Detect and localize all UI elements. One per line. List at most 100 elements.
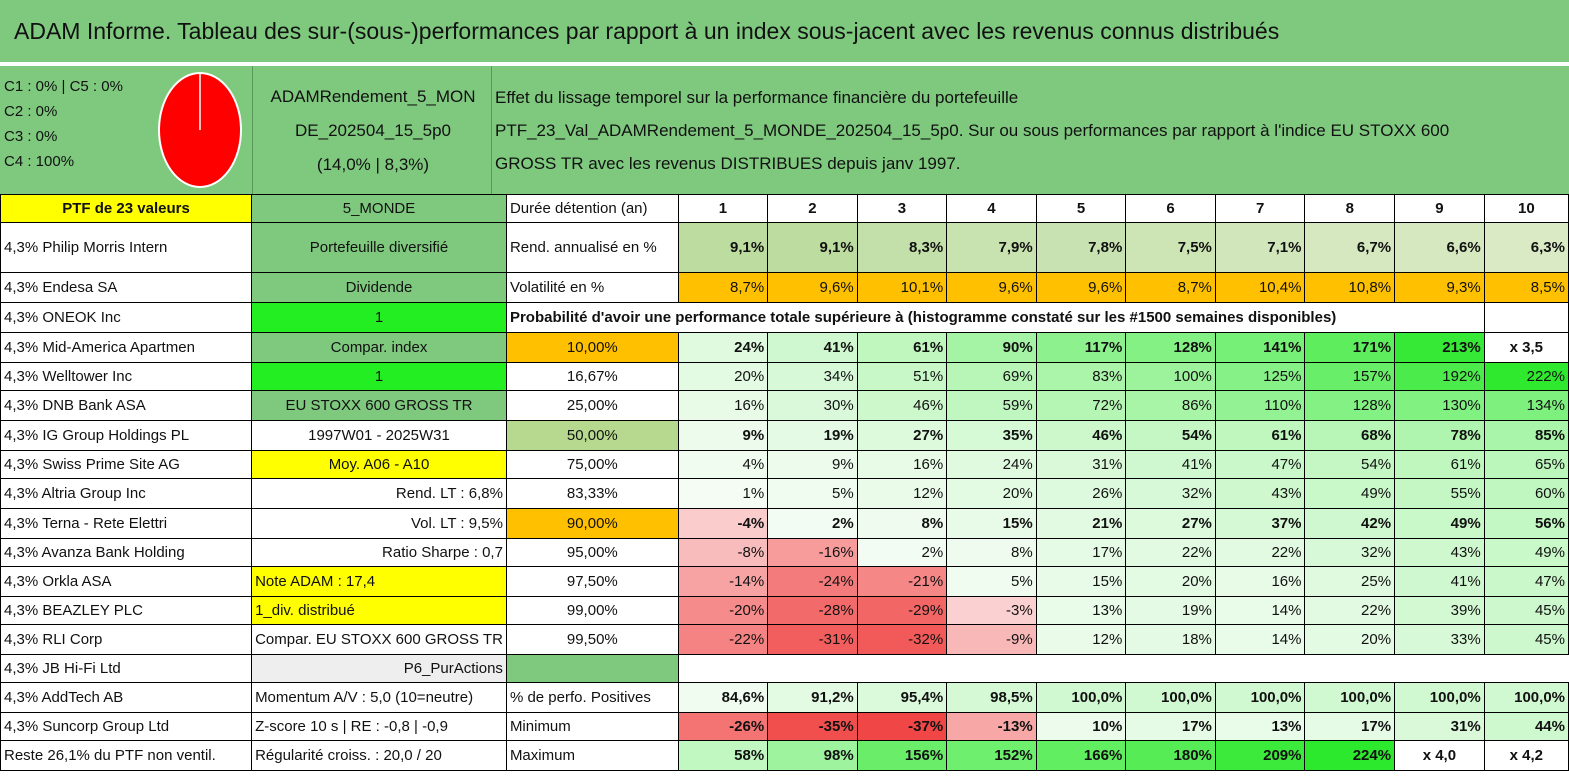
value-cell: 72% <box>1035 390 1127 421</box>
value-cell: 59% <box>946 390 1037 421</box>
value-cell: 85% <box>1483 420 1569 451</box>
value-cell: -31% <box>767 624 858 655</box>
table-row: 4,3% BEAZLEY PLC 1_div. distribué 99,00% -2… <box>0 596 1569 625</box>
value-cell: 26% <box>1035 478 1127 509</box>
value-cell: 16% <box>1214 566 1306 597</box>
value-cell: 5% <box>767 478 858 509</box>
value-cell: -13% <box>946 712 1037 741</box>
value-cell: 17% <box>1125 712 1216 741</box>
value-cell: 68% <box>1304 420 1396 451</box>
holding-cell: Reste 26,1% du PTF non ventil. <box>0 740 253 771</box>
row-label-cell: 10,00% <box>505 332 679 363</box>
table-row: 4,3% Endesa SA Dividende Volatilité en % 8,… <box>0 272 1569 303</box>
description-line: GROSS TR avec les revenus DISTRIBUES dep… <box>495 154 961 173</box>
value-cell: 166% <box>1035 740 1127 771</box>
value-cell: 10,1% <box>856 272 948 303</box>
value-cell: 180% <box>1125 740 1216 771</box>
description-line: Effet du lissage temporel sur la perform… <box>495 88 1019 107</box>
value-cell: 24% <box>677 332 769 363</box>
holding-cell: 4,3% DNB Bank ASA <box>0 390 253 421</box>
row-label-cell: 75,00% <box>505 450 679 479</box>
parameter-cell: Compar. EU STOXX 600 GROSS TR <box>251 624 507 655</box>
value-cell: 98% <box>767 740 858 771</box>
parameter-cell: Ratio Sharpe : 0,7 <box>251 538 507 567</box>
value-cell: 141% <box>1214 332 1306 363</box>
value-cell: 16% <box>677 390 769 421</box>
value-cell: 9,1% <box>677 222 769 273</box>
value-cell: 130% <box>1394 390 1485 421</box>
row-label-cell <box>505 654 679 683</box>
value-cell: x 3,5 <box>1483 332 1569 363</box>
parameter-cell: Portefeuille diversifié <box>251 222 507 273</box>
parameter-cell: Z-score 10 s | RE : -0,8 | -0,9 <box>251 712 507 741</box>
value-cell: 49% <box>1304 478 1396 509</box>
value-cell: 10,4% <box>1214 272 1306 303</box>
value-cell: 100,0% <box>1483 682 1569 713</box>
row-label-cell: 95,00% <box>505 538 679 567</box>
value-cell: 91,2% <box>767 682 858 713</box>
value-cell: 90% <box>946 332 1037 363</box>
value-cell: -35% <box>767 712 858 741</box>
parameter-cell: EU STOXX 600 GROSS TR <box>251 390 507 421</box>
value-cell: -8% <box>677 538 769 567</box>
parameter-cell: 1 <box>251 362 507 391</box>
value-cell: 32% <box>1304 538 1396 567</box>
legend-item: C4 : 100% <box>4 153 75 170</box>
table-row: 4,3% DNB Bank ASA EU STOXX 600 GROSS TR 25… <box>0 390 1569 421</box>
value-cell: 192% <box>1394 362 1485 391</box>
row-label-cell: 99,00% <box>505 596 679 625</box>
duration-header: 6 <box>1125 194 1216 223</box>
holding-cell: PTF de 23 valeurs <box>0 194 253 223</box>
value-cell: 125% <box>1214 362 1306 391</box>
holding-cell: 4,3% Terna - Rete Elettri <box>0 508 253 539</box>
value-cell: 32% <box>1125 478 1216 509</box>
table-row: 4,3% Suncorp Group Ltd Z-score 10 s | RE … <box>0 712 1569 741</box>
value-cell: 100,0% <box>1125 682 1216 713</box>
value-cell: x 4,0 <box>1394 740 1485 771</box>
table-row: 4,3% Swiss Prime Site AG Moy. A06 - A10 75… <box>0 450 1569 479</box>
value-cell: 17% <box>1035 538 1127 567</box>
value-cell: 37% <box>1214 508 1306 539</box>
value-cell: 13% <box>1035 596 1127 625</box>
holding-cell: 4,3% AddTech AB <box>0 682 253 713</box>
value-cell: 209% <box>1214 740 1306 771</box>
value-cell: 47% <box>1214 450 1306 479</box>
row-label-cell: 25,00% <box>505 390 679 421</box>
value-cell: -16% <box>767 538 858 567</box>
value-cell: 10,8% <box>1304 272 1396 303</box>
table-row: 4,3% Mid-America Apartmen Compar. index 10… <box>0 332 1569 363</box>
value-cell: x 4,2 <box>1483 740 1569 771</box>
table-row: 4,3% Altria Group Inc Rend. LT : 6,8% 83,3… <box>0 478 1569 509</box>
value-cell: -37% <box>856 712 948 741</box>
value-cell: 8,7% <box>677 272 769 303</box>
value-cell: 78% <box>1394 420 1485 451</box>
holding-cell: 4,3% Suncorp Group Ltd <box>0 712 253 741</box>
value-cell: 61% <box>856 332 948 363</box>
holding-cell: 4,3% Mid-America Apartmen <box>0 332 253 363</box>
holding-cell: 4,3% RLI Corp <box>0 624 253 655</box>
value-cell: 56% <box>1483 508 1569 539</box>
value-cell: 157% <box>1304 362 1396 391</box>
value-cell: 110% <box>1214 390 1306 421</box>
value-cell: 43% <box>1214 478 1306 509</box>
value-cell: 41% <box>767 332 858 363</box>
value-cell: -26% <box>677 712 769 741</box>
fund-perf: (14,0% | 8,3%) <box>316 155 430 174</box>
value-cell: 61% <box>1394 450 1485 479</box>
value-cell: 54% <box>1125 420 1216 451</box>
page-title: ADAM Informe. Tableau des sur-(sous-)per… <box>0 0 1569 62</box>
row-label-cell: 90,00% <box>505 508 679 539</box>
value-cell: 10% <box>1035 712 1127 741</box>
value-cell: 100,0% <box>1035 682 1127 713</box>
holding-cell: 4,3% Welltower Inc <box>0 362 253 391</box>
value-cell: 25% <box>1304 566 1396 597</box>
value-cell: 47% <box>1483 566 1569 597</box>
value-cell: 100,0% <box>1214 682 1306 713</box>
row-label-cell: Probabilité d'avoir une performance tota… <box>505 302 1485 333</box>
value-cell: 9,6% <box>767 272 858 303</box>
fund-name: ADAMRendement_5_MON DE_202504_15_5p0 (14… <box>254 80 492 182</box>
value-cell: -4% <box>677 508 769 539</box>
value-cell: 15% <box>946 508 1037 539</box>
value-cell: 2% <box>767 508 858 539</box>
value-cell: -21% <box>856 566 948 597</box>
